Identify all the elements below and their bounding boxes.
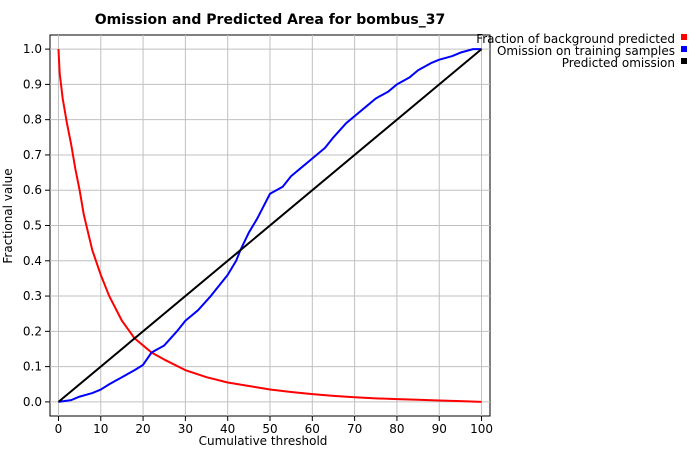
x-tick-label: 20 — [135, 422, 150, 436]
legend-label-omission-training: Omission on training samples — [497, 44, 675, 58]
y-tick-label: 0.6 — [23, 183, 42, 197]
grid — [50, 35, 490, 416]
y-tick-label: 1.0 — [23, 42, 42, 56]
y-tick-label: 0.2 — [23, 324, 42, 338]
y-tick-label: 0.5 — [23, 219, 42, 233]
y-tick-label: 0.3 — [23, 289, 42, 303]
x-tick-label: 80 — [389, 422, 404, 436]
legend-label-predicted-omission: Predicted omission — [562, 56, 675, 70]
series-line-predicted-omission — [57, 48, 483, 403]
legend-label-background: Fraction of background predicted — [476, 32, 675, 46]
x-tick-label: 30 — [178, 422, 193, 436]
x-tick-label: 100 — [470, 422, 493, 436]
y-tick-label: 0.1 — [23, 360, 42, 374]
y-tick-label: 0.0 — [23, 395, 42, 409]
x-tick-label: 0 — [55, 422, 63, 436]
x-tick-label: 50 — [262, 422, 277, 436]
x-tick-label: 70 — [347, 422, 362, 436]
x-tick-label: 10 — [93, 422, 108, 436]
y-tick-label: 0.8 — [23, 113, 42, 127]
x-ticks: 0 10 20 30 40 50 60 70 80 90 100 — [55, 416, 493, 436]
y-tick-label: 0.4 — [23, 254, 42, 268]
y-ticks: 0.0 0.1 0.2 0.3 0.4 0.5 0.6 0.7 0.8 0.9 1.0 — [23, 42, 50, 409]
y-axis-label: Fractional value — [1, 168, 15, 263]
legend-swatch-background — [681, 34, 687, 40]
y-tick-label: 0.9 — [23, 77, 42, 91]
x-axis-label: Cumulative threshold — [199, 434, 328, 448]
chart-title: Omission and Predicted Area for bombus_3… — [95, 12, 445, 28]
series-group — [57, 48, 483, 403]
series-line-omission-training — [58, 48, 482, 403]
x-tick-label: 60 — [305, 422, 320, 436]
legend-swatch-omission-training — [681, 46, 687, 52]
legend: Fraction of background predicted Omissio… — [476, 32, 687, 70]
series-line-background-predicted — [57, 49, 482, 403]
x-tick-label: 90 — [432, 422, 447, 436]
x-tick-label: 40 — [220, 422, 235, 436]
legend-swatch-predicted-omission — [681, 58, 687, 64]
y-tick-label: 0.7 — [23, 148, 42, 162]
